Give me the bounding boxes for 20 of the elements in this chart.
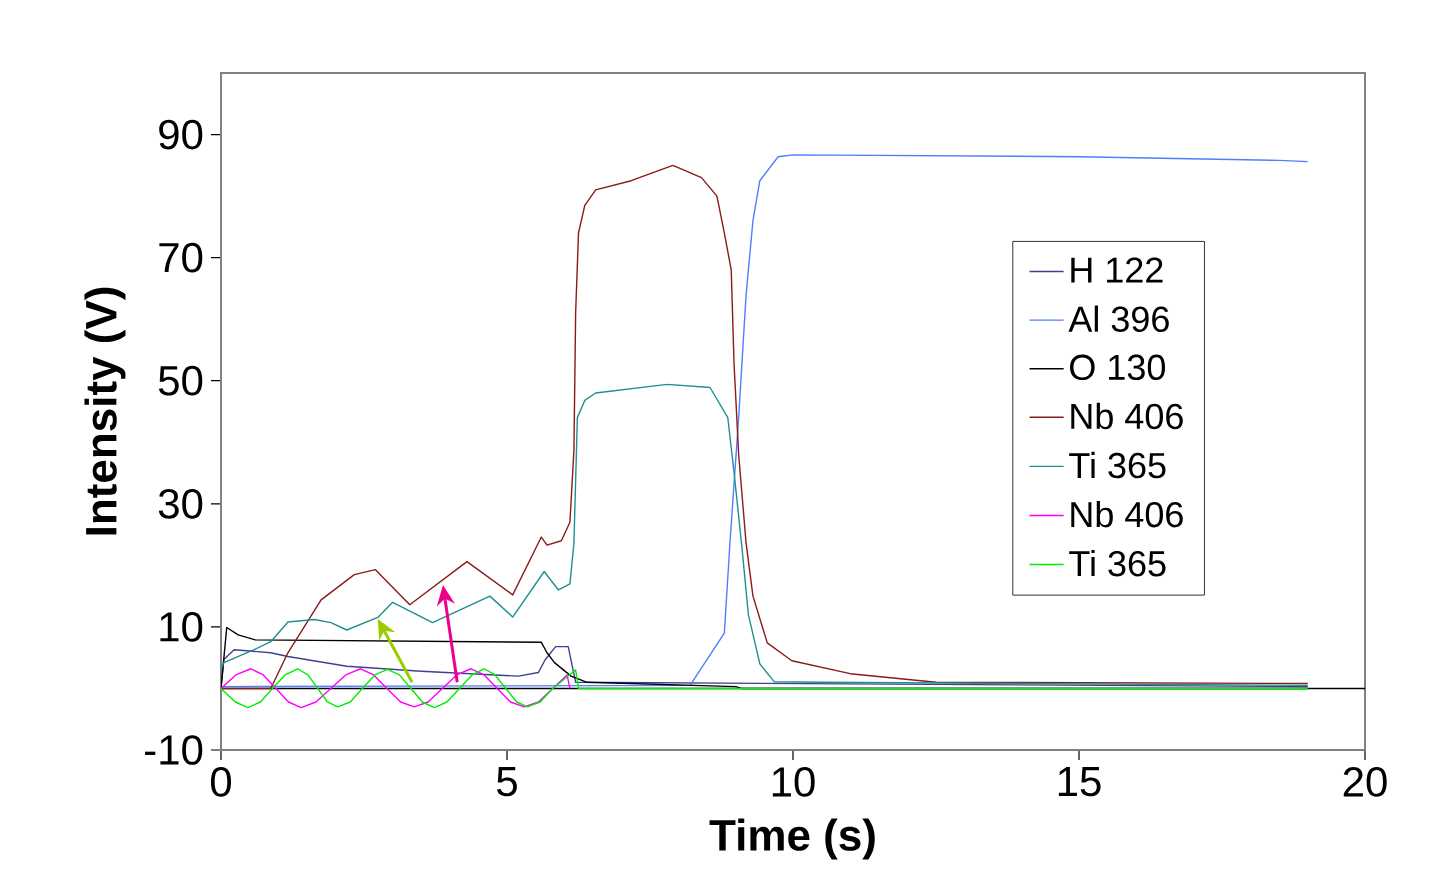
y-tick-label: 50 [158,365,203,396]
x-axis-title: Time (s) [709,818,875,860]
x-tick-label: 5 [497,767,517,797]
y-axis-title: Intensity (V) [84,287,126,535]
y-tick-label: -10 [145,735,203,765]
x-tick-label: 0 [210,767,232,797]
legend-label: Nb 406 [1071,402,1183,430]
legend-label: Ti 365 [1069,550,1166,577]
x-tick-label: 15 [1058,767,1101,797]
legend-label: Al 396 [1068,305,1169,332]
x-tick-label: 20 [1343,767,1387,797]
legend-label: H 122 [1071,257,1163,283]
x-tick-label: 10 [772,767,815,797]
y-tick-label: 90 [159,119,203,150]
y-tick-label: 30 [158,488,203,519]
legend-label: Ti 365 [1069,451,1166,479]
legend-label: Nb 406 [1071,500,1183,528]
y-tick-label: 10 [160,612,203,642]
legend-label: O 130 [1070,354,1165,381]
y-tick-label: 70 [159,242,203,273]
